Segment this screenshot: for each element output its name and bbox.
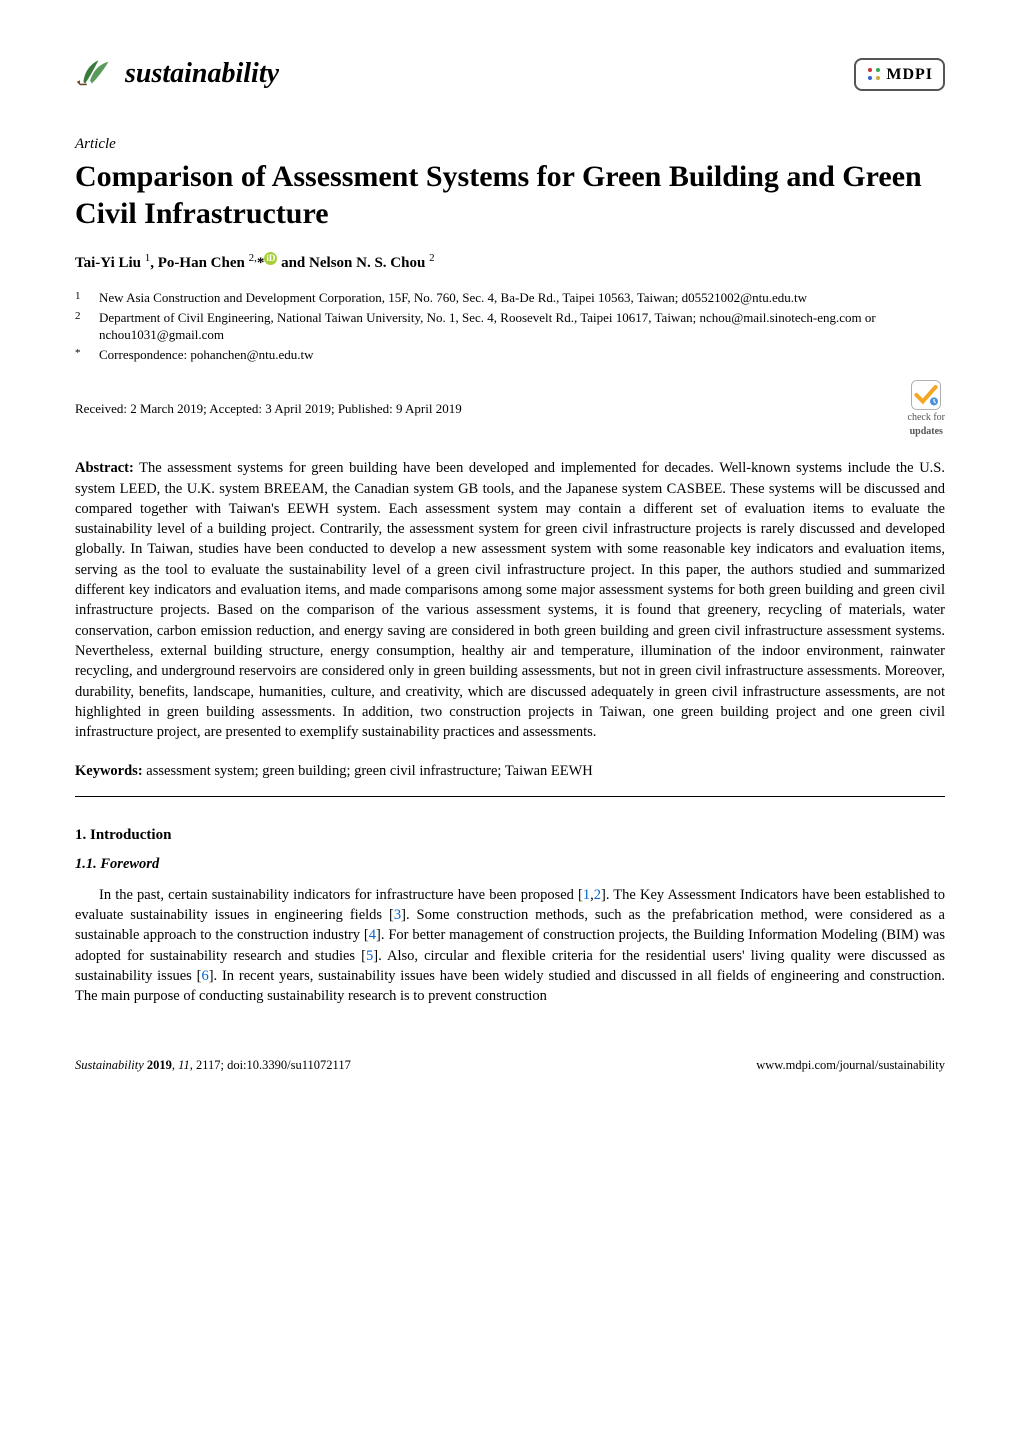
affiliation-row: 2 Department of Civil Engineering, Natio… [75, 309, 945, 344]
affiliation-text: Department of Civil Engineering, Nationa… [99, 309, 945, 344]
publisher-name: MDPI [886, 64, 933, 86]
journal-name: sustainability [125, 55, 279, 93]
author-1: Tai-Yi Liu 1 [75, 255, 150, 271]
section-1-1-heading: 1.1. Foreword [75, 855, 945, 875]
author-2: Po-Han Chen 2,*iD [158, 255, 278, 271]
publisher-logo: MDPI [854, 58, 945, 92]
affiliation-text: New Asia Construction and Development Co… [99, 289, 945, 307]
ref-link[interactable]: 5 [366, 948, 373, 964]
ref-link[interactable]: 2 [594, 887, 601, 903]
author-3: Nelson N. S. Chou 2 [309, 255, 435, 271]
journal-logo: sustainability [75, 50, 279, 99]
authors-line: Tai-Yi Liu 1, Po-Han Chen 2,*iD and Nels… [75, 251, 945, 273]
leaf-icon [75, 50, 117, 99]
check-updates-badge[interactable]: check for updates [908, 379, 945, 438]
orcid-icon[interactable]: iD [264, 252, 277, 265]
ref-link[interactable]: 4 [369, 927, 376, 943]
footer-citation: Sustainability 2019, 11, 2117; doi:10.33… [75, 1057, 351, 1074]
page-header: sustainability MDPI [75, 50, 945, 99]
check-updates-label-2: updates [910, 425, 943, 439]
check-updates-label-1: check for [908, 411, 945, 425]
affiliation-num: * [75, 346, 85, 364]
keywords-label: Keywords: [75, 763, 143, 779]
abstract-text: The assessment systems for green buildin… [75, 460, 945, 740]
affiliation-num: 2 [75, 309, 85, 344]
ref-link[interactable]: 6 [201, 968, 208, 984]
ref-link[interactable]: 1 [583, 887, 590, 903]
mdpi-icon [866, 66, 882, 82]
abstract-label: Abstract: [75, 460, 134, 476]
article-title: Comparison of Assessment Systems for Gre… [75, 158, 945, 233]
section-1-1-paragraph: In the past, certain sustainability indi… [75, 885, 945, 1007]
author-and: and [281, 255, 309, 271]
divider [75, 796, 945, 797]
page-footer: Sustainability 2019, 11, 2117; doi:10.33… [75, 1057, 945, 1074]
affiliation-row: 1 New Asia Construction and Development … [75, 289, 945, 307]
keywords-block: Keywords: assessment system; green build… [75, 762, 945, 782]
article-dates: Received: 2 March 2019; Accepted: 3 Apri… [75, 400, 462, 418]
affiliation-row: * Correspondence: pohanchen@ntu.edu.tw [75, 346, 945, 364]
affiliations-block: 1 New Asia Construction and Development … [75, 289, 945, 363]
check-updates-icon [910, 379, 942, 411]
section-1-heading: 1. Introduction [75, 825, 945, 845]
article-type-label: Article [75, 134, 945, 154]
keywords-text: assessment system; green building; green… [146, 763, 592, 779]
affiliation-text: Correspondence: pohanchen@ntu.edu.tw [99, 346, 945, 364]
affiliation-num: 1 [75, 289, 85, 307]
footer-url[interactable]: www.mdpi.com/journal/sustainability [756, 1057, 945, 1074]
dates-row: Received: 2 March 2019; Accepted: 3 Apri… [75, 379, 945, 438]
ref-link[interactable]: 3 [394, 907, 401, 923]
abstract-block: Abstract: The assessment systems for gre… [75, 458, 945, 742]
